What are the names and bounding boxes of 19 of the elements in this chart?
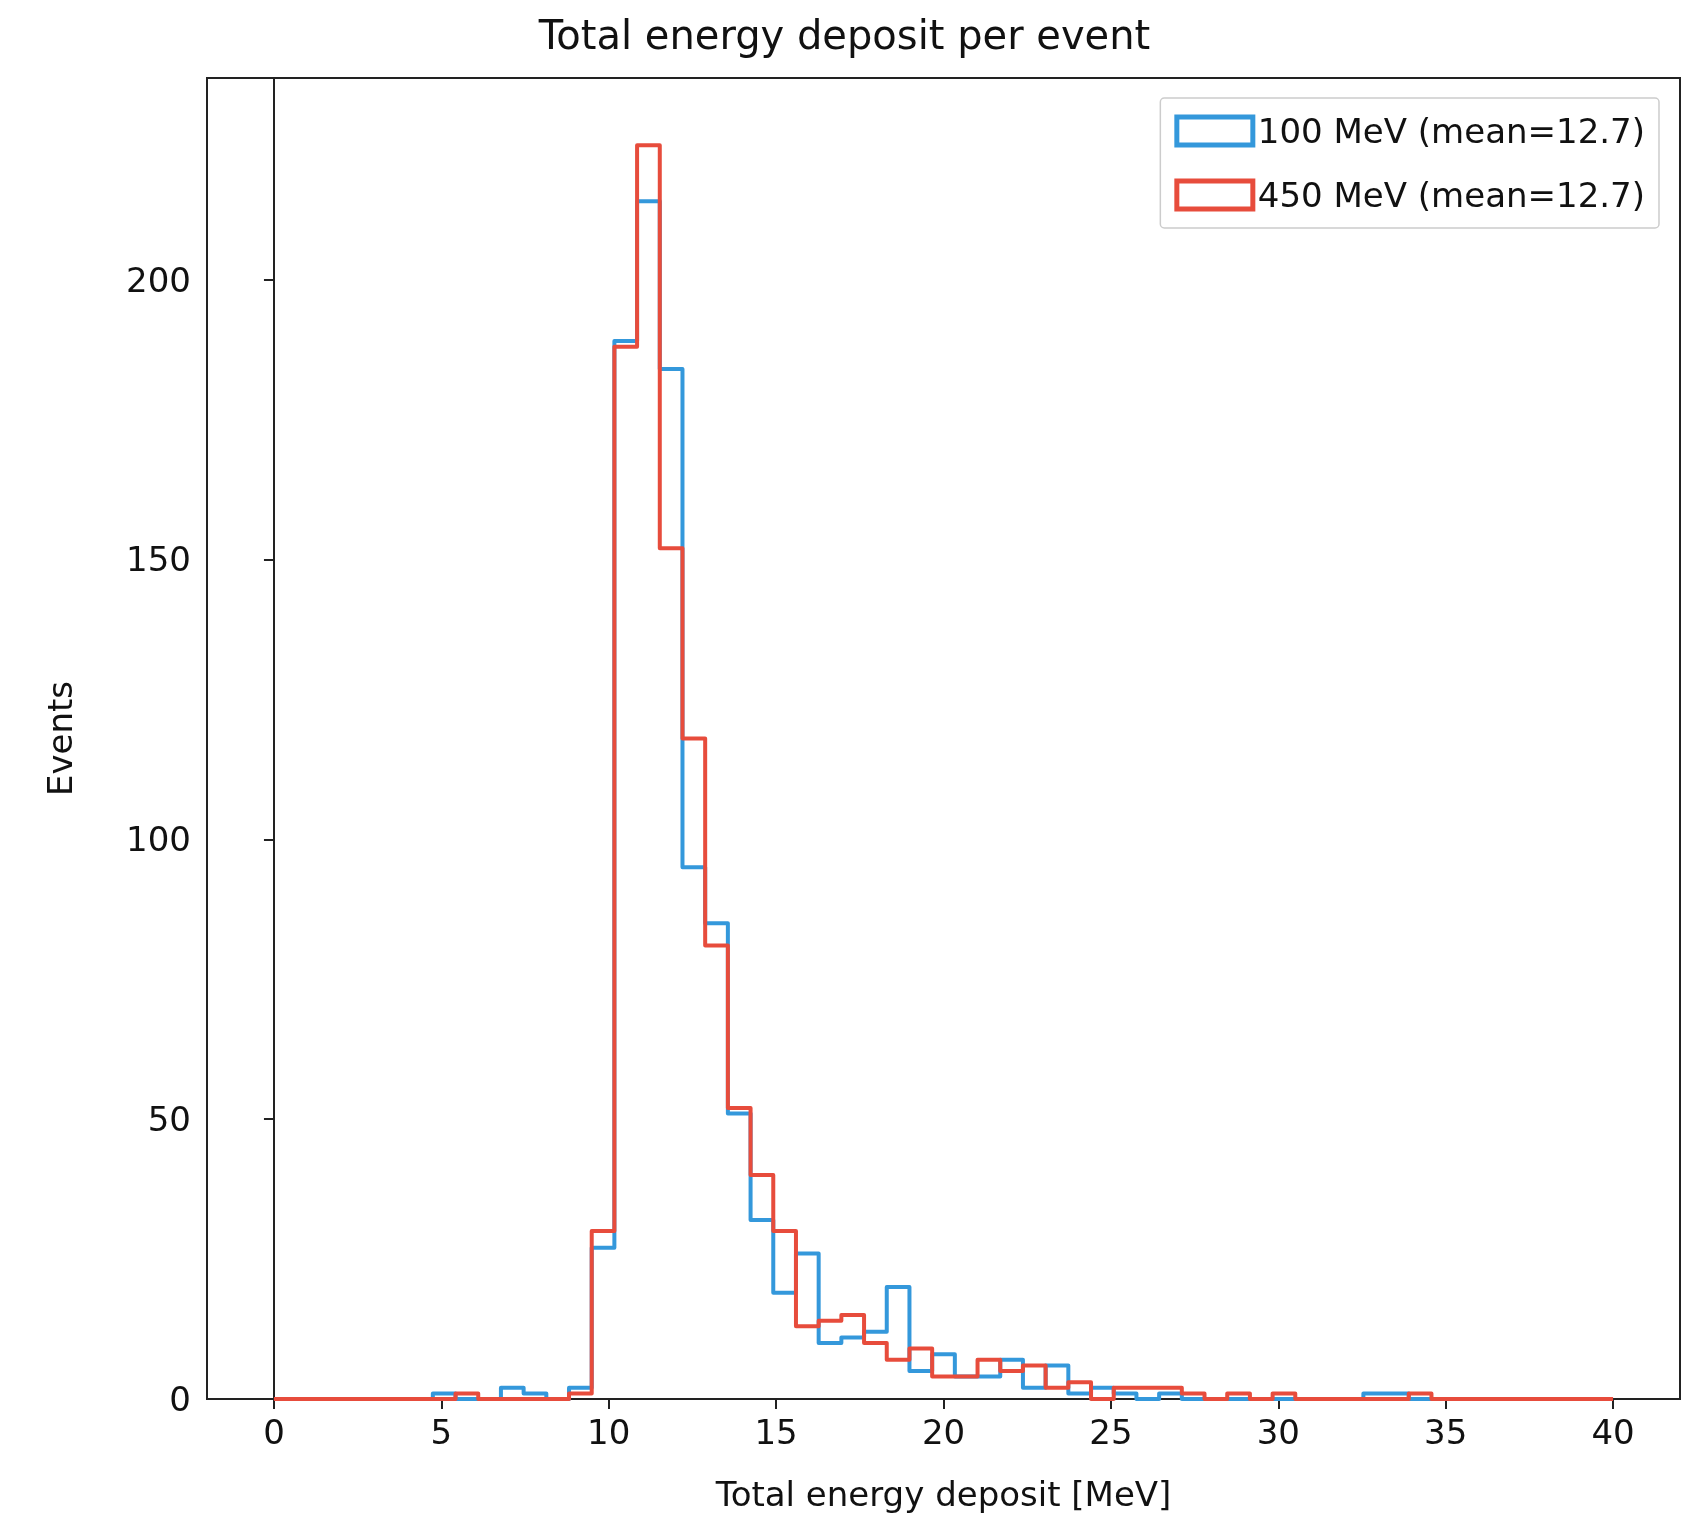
x-tick-label: 30 [1256, 1412, 1300, 1452]
legend-label: 450 MeV (mean=12.7) [1257, 175, 1646, 215]
y-tick-label: 200 [126, 259, 191, 300]
legend-label: 100 MeV (mean=12.7) [1257, 111, 1646, 151]
y-tick-label: 150 [126, 539, 191, 580]
x-tick-label: 15 [754, 1412, 798, 1452]
y-axis-title: Events [40, 680, 80, 797]
y-tick-label: 100 [126, 819, 191, 860]
x-tick-label: 10 [587, 1412, 631, 1452]
y-tick-label: 0 [169, 1379, 191, 1419]
y-tick-label: 50 [147, 1099, 191, 1140]
x-axis-title: Total energy deposit [MeV] [714, 1474, 1172, 1514]
x-tick-label: 20 [921, 1412, 966, 1452]
x-tick-label: 25 [1089, 1412, 1133, 1452]
x-tick-label: 35 [1424, 1412, 1468, 1452]
x-tick-label: 0 [263, 1412, 285, 1452]
x-tick-label: 40 [1591, 1412, 1635, 1452]
chart-title: Total energy deposit per event [537, 12, 1151, 58]
x-tick-label: 5 [430, 1412, 453, 1452]
